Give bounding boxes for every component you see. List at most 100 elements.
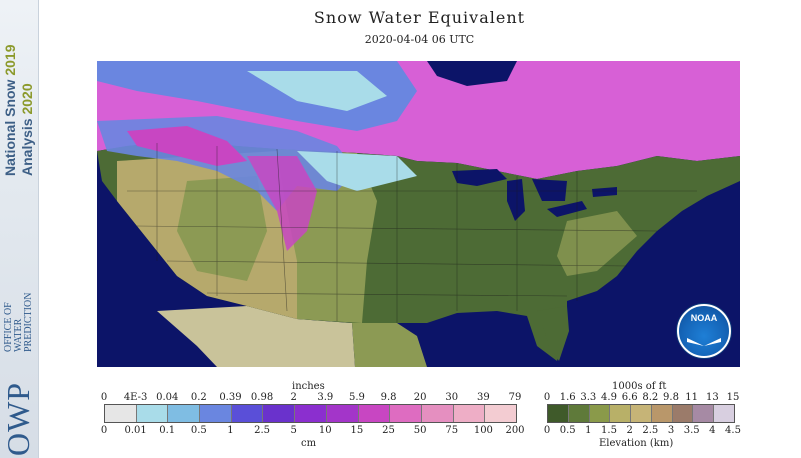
tick-label: 1.5	[601, 425, 617, 436]
tick-label: 4E-3	[123, 392, 148, 403]
elev-unit-ft: 1000s of ft	[612, 381, 667, 392]
elev-swatch	[651, 405, 673, 422]
lake-ontario	[592, 187, 617, 197]
swe-swatch	[358, 405, 391, 422]
tick-label: 4.5	[725, 425, 741, 436]
tick-label: 30	[445, 392, 459, 403]
elev-unit-km: Elevation (km)	[599, 438, 674, 449]
brand-title-line1: National Snow 2019	[2, 44, 18, 177]
tick-label: 3	[667, 425, 675, 436]
page-title: Snow Water Equivalent	[313, 8, 526, 27]
tick-label: 75	[445, 425, 459, 436]
tick-label: 0	[543, 392, 551, 403]
map-graphic	[97, 61, 740, 367]
elev-swatch	[610, 405, 632, 422]
tick-label: 0.1	[159, 425, 176, 436]
elevation-colorbar	[547, 404, 735, 423]
elev-swatch	[631, 405, 652, 422]
swe-swatch	[136, 405, 169, 422]
tick-label: 0	[100, 425, 108, 436]
tick-label: 1.6	[559, 392, 576, 403]
tick-label: 200	[505, 425, 525, 436]
swe-unit-cm: cm	[301, 438, 317, 449]
elev-swatch	[548, 405, 569, 422]
tick-label: 4.9	[601, 392, 617, 403]
noaa-gull-icon	[687, 338, 721, 346]
hudson-water	[427, 61, 517, 86]
tick-label: 0.2	[190, 392, 207, 403]
tick-label: 1	[227, 425, 234, 436]
swe-unit-inches: inches	[292, 381, 325, 392]
datetime-label: 2020-04-04 06 UTC	[364, 33, 475, 46]
tick-label: 0	[100, 392, 108, 403]
tick-label: 11	[685, 392, 699, 403]
swe-swatch	[390, 405, 422, 422]
snow-map: NOAA	[97, 61, 740, 367]
swe-swatch	[200, 405, 232, 422]
tick-label: 9.8	[663, 392, 679, 403]
elev-swatch	[693, 405, 715, 422]
brand-title-line2: Analysis 2020	[19, 83, 35, 176]
tick-label: 0.01	[124, 425, 147, 436]
tick-label: 39	[477, 392, 490, 403]
tick-label: 5.9	[348, 392, 365, 403]
mexico-east	[352, 323, 427, 367]
swe-swatch	[485, 405, 516, 422]
tick-label: 15	[726, 392, 740, 403]
tick-label: 2	[626, 425, 633, 436]
owp-logo: OWP	[0, 381, 36, 456]
tick-label: 100	[473, 425, 493, 436]
swe-swatch	[105, 405, 137, 422]
tick-label: 4	[709, 425, 716, 436]
tick-label: 3.5	[683, 425, 700, 436]
tick-label: 0.98	[250, 392, 274, 403]
tick-label: 0.04	[156, 392, 179, 403]
tick-label: 25	[382, 425, 395, 436]
sidebar-branding: National Snow 2019 Analysis 2020 OFFICE …	[0, 0, 39, 458]
tick-label: 0	[543, 425, 551, 436]
great-basin	[177, 176, 267, 281]
mexico-land	[157, 306, 355, 367]
dakotas-light-snow	[297, 151, 417, 191]
elev-swatch	[714, 405, 735, 422]
tick-label: 3.3	[580, 392, 597, 403]
swe-swatch	[263, 405, 296, 422]
tick-label: 2	[290, 392, 297, 403]
tick-label: 5	[290, 425, 297, 436]
tick-label: 50	[413, 425, 427, 436]
swe-swatch	[421, 405, 454, 422]
tick-label: 13	[705, 392, 719, 403]
lake-superior	[452, 169, 507, 186]
florida	[537, 306, 569, 361]
tick-label: 10	[318, 425, 332, 436]
colorado-deep-snow	[247, 156, 317, 251]
prairie-light-snow	[247, 71, 387, 111]
elev-swatch	[589, 405, 611, 422]
lake-michigan	[507, 179, 525, 221]
swe-swatch	[453, 405, 486, 422]
tick-label: 6.6	[621, 392, 638, 403]
swe-colorbar	[104, 404, 517, 423]
state-borders	[127, 143, 697, 323]
tick-label: 2.5	[642, 425, 659, 436]
tick-label: 0.5	[559, 425, 576, 436]
swe-swatch	[168, 405, 201, 422]
tick-label: 1	[585, 425, 592, 436]
owp-subtitle: OFFICE OF WATER PREDICTION	[3, 292, 34, 352]
tick-label: 79	[508, 392, 522, 403]
swe-swatch	[326, 405, 359, 422]
tick-label: 8.2	[642, 392, 659, 403]
lake-huron	[532, 179, 567, 201]
tick-label: 3.9	[317, 392, 334, 403]
tick-label: 2.5	[254, 425, 271, 436]
swe-swatch	[231, 405, 264, 422]
tick-label: 20	[413, 392, 427, 403]
tick-label: 0.5	[190, 425, 207, 436]
elev-swatch	[568, 405, 590, 422]
swe-swatch	[295, 405, 327, 422]
noaa-label: NOAA	[690, 313, 718, 323]
tick-label: 15	[350, 425, 364, 436]
elev-swatch	[672, 405, 694, 422]
tick-label: 9.8	[380, 392, 397, 403]
noaa-logo: NOAA	[677, 304, 731, 358]
